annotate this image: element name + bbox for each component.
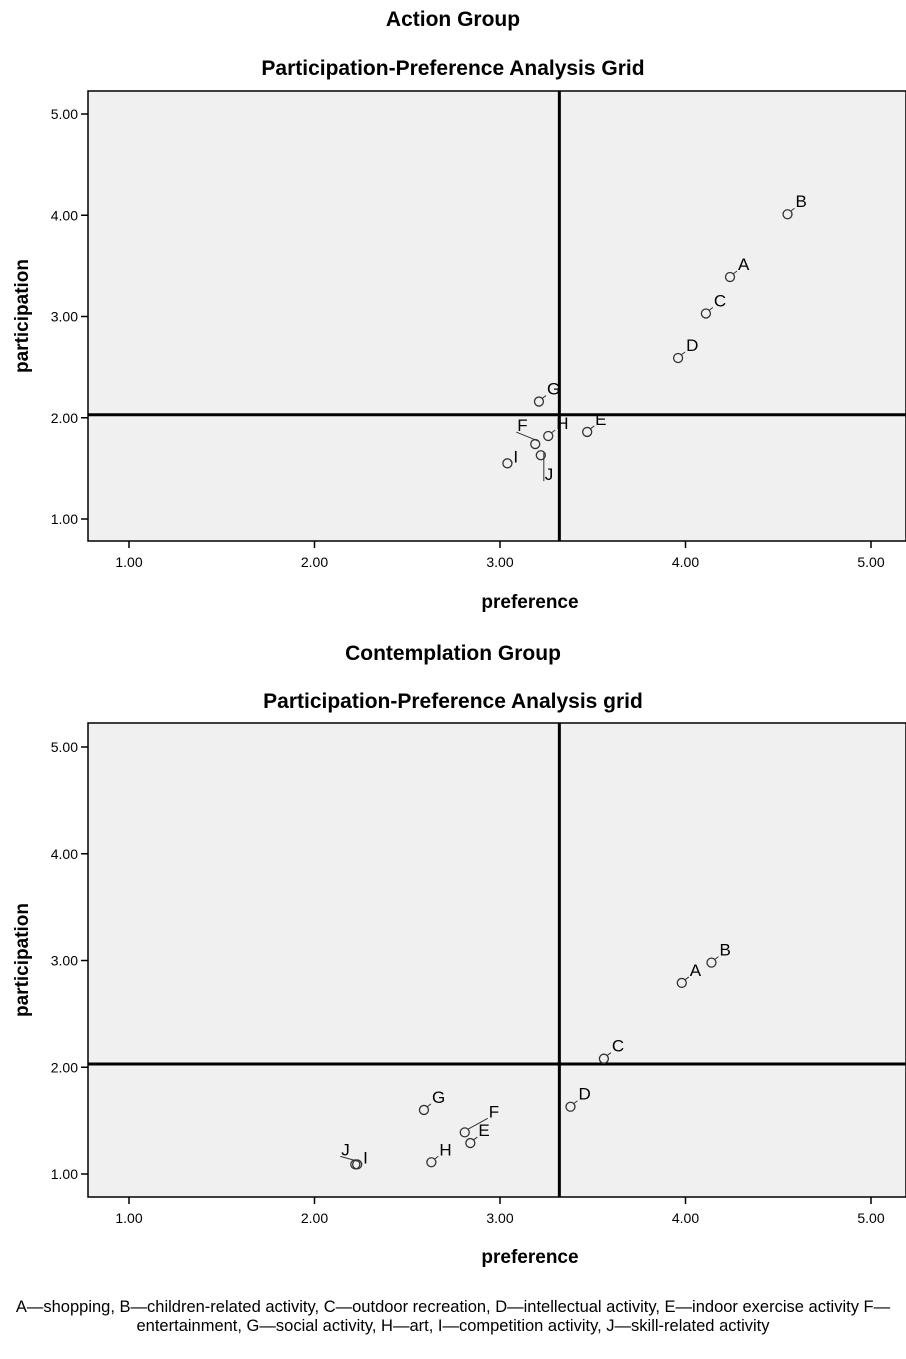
x-tick-label: 1.00: [115, 554, 142, 570]
point-label-b: B: [796, 192, 807, 211]
data-point-f: [459, 1127, 470, 1138]
point-label-leader: [510, 460, 513, 464]
point-label-c: C: [714, 291, 726, 310]
point-label-leader: [589, 425, 595, 430]
plot-area: [87, 722, 906, 1198]
y-tick-label: 1.00: [51, 511, 78, 527]
point-label-leader: [790, 207, 795, 212]
point-label-h: H: [556, 414, 568, 433]
data-point-b: [706, 957, 717, 968]
chart2-title: Participation-Preference Analysis grid: [263, 690, 643, 713]
y-tick-label: 3.00: [51, 309, 78, 325]
plot-area: [87, 90, 906, 542]
x-tick-label: 5.00: [857, 554, 884, 570]
point-label-b: B: [719, 941, 730, 960]
y-tick-label: 4.00: [51, 846, 78, 862]
point-label-g: G: [432, 1088, 445, 1107]
data-point-a: [676, 977, 687, 989]
chart1-title: Participation-Preference Analysis Grid: [261, 57, 645, 80]
data-point-b: [782, 209, 793, 220]
point-label-leader: [680, 351, 686, 356]
data-point-j: [350, 1159, 361, 1170]
point-label-f: F: [517, 416, 527, 435]
x-tick-label: 1.00: [115, 1210, 142, 1226]
point-label-leader: [359, 1161, 363, 1165]
chart2-scatter-plot: 1.00 2.00 3.00 4.00 5.00 1.00 2.00 3.00 4.00 5.00…: [12, 722, 906, 1268]
data-point-d: [565, 1101, 576, 1112]
data-point-c: [598, 1053, 610, 1064]
point-label-leader: [550, 429, 556, 434]
x-tick-label: 3.00: [486, 1210, 513, 1226]
point-label-d: D: [578, 1085, 590, 1104]
point-label-leader: [684, 976, 690, 981]
point-label-leader: [714, 956, 719, 961]
data-point-d: [672, 352, 684, 364]
data-point-e: [465, 1137, 476, 1149]
data-point-g: [418, 1104, 430, 1116]
point-label-j: J: [341, 1140, 350, 1159]
x-axis-label: preference: [481, 1247, 578, 1268]
point-label-e: E: [595, 410, 606, 429]
point-label-d: D: [686, 336, 698, 355]
point-label-leader: [516, 431, 539, 442]
legend-caption: A—shopping, B—children-related activity,…: [15, 1298, 891, 1335]
x-tick-label: 3.00: [486, 554, 513, 570]
x-tick-label: 2.00: [301, 554, 328, 570]
x-tick-label: 2.00: [301, 1210, 328, 1226]
point-label-leader: [708, 307, 714, 311]
chart1-group-title: Action Group: [385, 8, 521, 31]
y-tick-label: 2.00: [51, 1059, 78, 1075]
point-label-a: A: [690, 961, 702, 980]
chart2-group-title: Contemplation Group: [345, 642, 561, 665]
point-label-c: C: [612, 1037, 624, 1056]
y-axis-label: participation: [12, 903, 33, 1017]
y-tick-label: 5.00: [51, 739, 78, 755]
x-tick-label: 4.00: [672, 554, 699, 570]
point-label-e: E: [478, 1121, 489, 1140]
chart1-scatter-plot: 1.00 2.00 3.00 4.00 5.00 1.00 2.00 3.00 4.00 5.00…: [12, 90, 906, 613]
point-label-f: F: [489, 1102, 499, 1121]
y-tick-label: 5.00: [51, 106, 78, 122]
y-tick-label: 4.00: [51, 207, 78, 223]
data-point-g: [533, 396, 545, 407]
data-point-e: [582, 426, 593, 438]
data-point-j: [535, 450, 546, 461]
point-label-leader: [467, 1117, 488, 1130]
point-label-leader: [573, 1100, 578, 1105]
x-tick-label: 4.00: [672, 1210, 699, 1226]
point-label-g: G: [547, 380, 560, 399]
point-label-leader: [434, 1155, 439, 1160]
point-label-j: J: [545, 465, 554, 484]
point-label-leader: [732, 270, 738, 275]
point-label-leader: [541, 395, 547, 399]
point-label-a: A: [738, 255, 750, 274]
point-label-h: H: [439, 1140, 451, 1159]
point-label-leader: [473, 1136, 478, 1141]
data-point-h: [543, 430, 554, 442]
y-tick-label: 1.00: [51, 1166, 78, 1182]
point-label-i: I: [513, 447, 518, 466]
point-label-leader: [340, 1155, 359, 1162]
data-point-c: [700, 308, 712, 319]
point-label-leader: [606, 1052, 612, 1057]
x-tick-label: 5.00: [857, 1210, 884, 1226]
data-point-h: [426, 1157, 437, 1168]
x-axis-label: preference: [481, 592, 578, 613]
y-tick-label: 2.00: [51, 410, 78, 426]
point-label-i: I: [363, 1148, 368, 1167]
y-tick-label: 3.00: [51, 953, 78, 969]
point-label-leader: [426, 1103, 432, 1108]
data-point-a: [724, 271, 736, 283]
y-axis-label: participation: [12, 259, 33, 373]
